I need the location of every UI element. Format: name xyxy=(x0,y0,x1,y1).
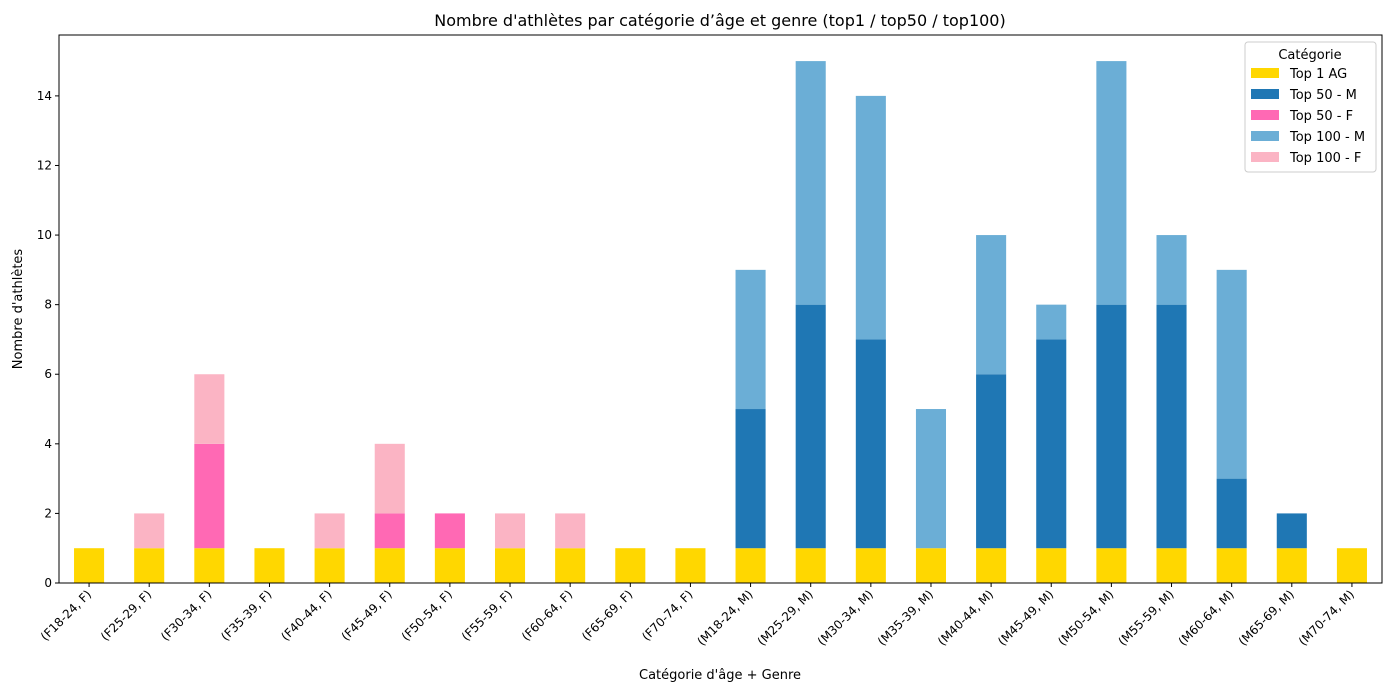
y-tick-label: 6 xyxy=(44,367,52,381)
bar-segment xyxy=(194,374,225,444)
bar-segment xyxy=(675,548,706,583)
bar-segment xyxy=(1036,339,1067,549)
y-tick-label: 4 xyxy=(44,437,52,451)
x-tick-label: (F55-59, F) xyxy=(459,587,515,643)
bar-segment xyxy=(374,548,405,583)
x-tick-label: (F45-49, F) xyxy=(339,587,395,643)
x-tick-label: (F25-29, F) xyxy=(98,587,154,643)
bar-segment xyxy=(194,548,225,583)
bar-segment xyxy=(134,513,165,549)
x-tick-label: (F18-24, F) xyxy=(38,587,94,643)
bar-segment xyxy=(494,513,526,549)
legend-label: Top 50 - M xyxy=(1289,88,1357,103)
bar-segment xyxy=(374,443,405,514)
bar-segment xyxy=(374,513,405,549)
bar-segment xyxy=(795,548,826,583)
legend-swatch xyxy=(1251,110,1279,120)
bar-segment xyxy=(314,513,345,549)
bar-segment xyxy=(1276,548,1307,583)
bar-segment xyxy=(1216,269,1247,479)
chart-title: Nombre d'athlètes par catégorie d’âge et… xyxy=(434,11,1005,30)
bar-segment xyxy=(1036,304,1067,340)
bar-segment xyxy=(976,374,1007,549)
x-axis-label: Catégorie d'âge + Genre xyxy=(639,668,801,683)
x-tick-label: (M40-44, M) xyxy=(935,587,996,648)
bar-segment xyxy=(735,269,766,410)
bar-segment xyxy=(915,409,947,549)
bar-segment xyxy=(735,548,766,583)
x-tick-label: (F50-54, F) xyxy=(399,587,455,643)
legend-swatch xyxy=(1251,131,1279,141)
bar-segment xyxy=(735,409,766,549)
bar-segment xyxy=(194,443,225,549)
legend-swatch xyxy=(1251,152,1279,162)
x-tick-label: (F70-74, F) xyxy=(639,587,695,643)
bar-segment xyxy=(976,235,1007,375)
x-tick-label: (F30-34, F) xyxy=(158,587,214,643)
legend-label: Top 50 - F xyxy=(1289,109,1353,124)
y-tick-label: 8 xyxy=(44,298,52,312)
x-tick-label: (M55-59, M) xyxy=(1115,587,1176,648)
x-tick-label: (M60-64, M) xyxy=(1176,587,1237,648)
y-axis-label: Nombre d'athlètes xyxy=(11,249,26,370)
bar-segment xyxy=(314,548,345,583)
y-tick-label: 12 xyxy=(37,158,52,172)
bar-segment xyxy=(795,304,826,549)
x-tick-label: (M25-29, M) xyxy=(755,587,816,648)
bar-segment xyxy=(1096,548,1127,583)
bar-segment xyxy=(434,513,465,549)
x-tick-label: (M30-34, M) xyxy=(815,587,876,648)
legend-swatch xyxy=(1251,68,1279,78)
bar-segment xyxy=(555,548,586,583)
x-tick-label: (F35-39, F) xyxy=(218,587,274,643)
bar-segment xyxy=(976,548,1007,583)
bar-segment xyxy=(1336,548,1367,583)
bar-segment xyxy=(1156,235,1187,305)
x-tick-label: (M18-24, M) xyxy=(694,587,755,648)
x-tick-label: (M65-69, M) xyxy=(1236,587,1297,648)
legend-label: Top 1 AG xyxy=(1289,67,1347,82)
x-tick-label: (M45-49, M) xyxy=(995,587,1056,648)
bar-segment xyxy=(1156,304,1187,549)
bar-segment xyxy=(555,513,586,549)
bar-segment xyxy=(254,548,285,583)
bar-segment xyxy=(1156,548,1187,583)
legend-label: Top 100 - F xyxy=(1289,151,1361,166)
bar-segment xyxy=(1216,548,1247,583)
bar-segment xyxy=(1276,513,1307,549)
x-tick-label: (F65-69, F) xyxy=(579,587,635,643)
legend-label: Top 100 - M xyxy=(1289,130,1365,145)
y-tick-label: 2 xyxy=(44,506,52,520)
bar-segment xyxy=(134,548,165,583)
x-tick-label: (M50-54, M) xyxy=(1055,587,1116,648)
bar-segment xyxy=(1036,548,1067,583)
bar-segment xyxy=(74,548,105,583)
plot-frame xyxy=(58,34,1383,584)
plot-area: (F18-24, F) (F25-29, F) (F30-34, F) (F35-39… xyxy=(37,61,1367,648)
y-tick-label: 0 xyxy=(44,576,52,590)
y-tick-label: 14 xyxy=(37,89,52,103)
bar-segment xyxy=(855,548,886,583)
y-tick-label: 10 xyxy=(37,228,52,242)
bar-segment xyxy=(1096,61,1127,305)
bar-segment xyxy=(915,548,947,583)
legend-title: Catégorie xyxy=(1278,48,1341,63)
legend: Catégorie Top 1 AG Top 50 - M Top 50 - F To… xyxy=(1244,41,1377,173)
bar-segment xyxy=(1096,304,1127,549)
x-tick-label: (M70-74, M) xyxy=(1296,587,1357,648)
x-tick-label: (M35-39, M) xyxy=(875,587,936,648)
bar-segment xyxy=(855,339,886,549)
bar-segment xyxy=(855,95,886,340)
bar-segment xyxy=(615,548,646,583)
x-tick-label: (F40-44, F) xyxy=(278,587,334,643)
bar-segment xyxy=(795,61,826,305)
bar-segment xyxy=(494,548,526,583)
bar-segment xyxy=(1216,478,1247,549)
x-tick-label: (F60-64, F) xyxy=(519,587,575,643)
legend-swatch xyxy=(1251,89,1279,99)
bar-segment xyxy=(434,548,465,583)
